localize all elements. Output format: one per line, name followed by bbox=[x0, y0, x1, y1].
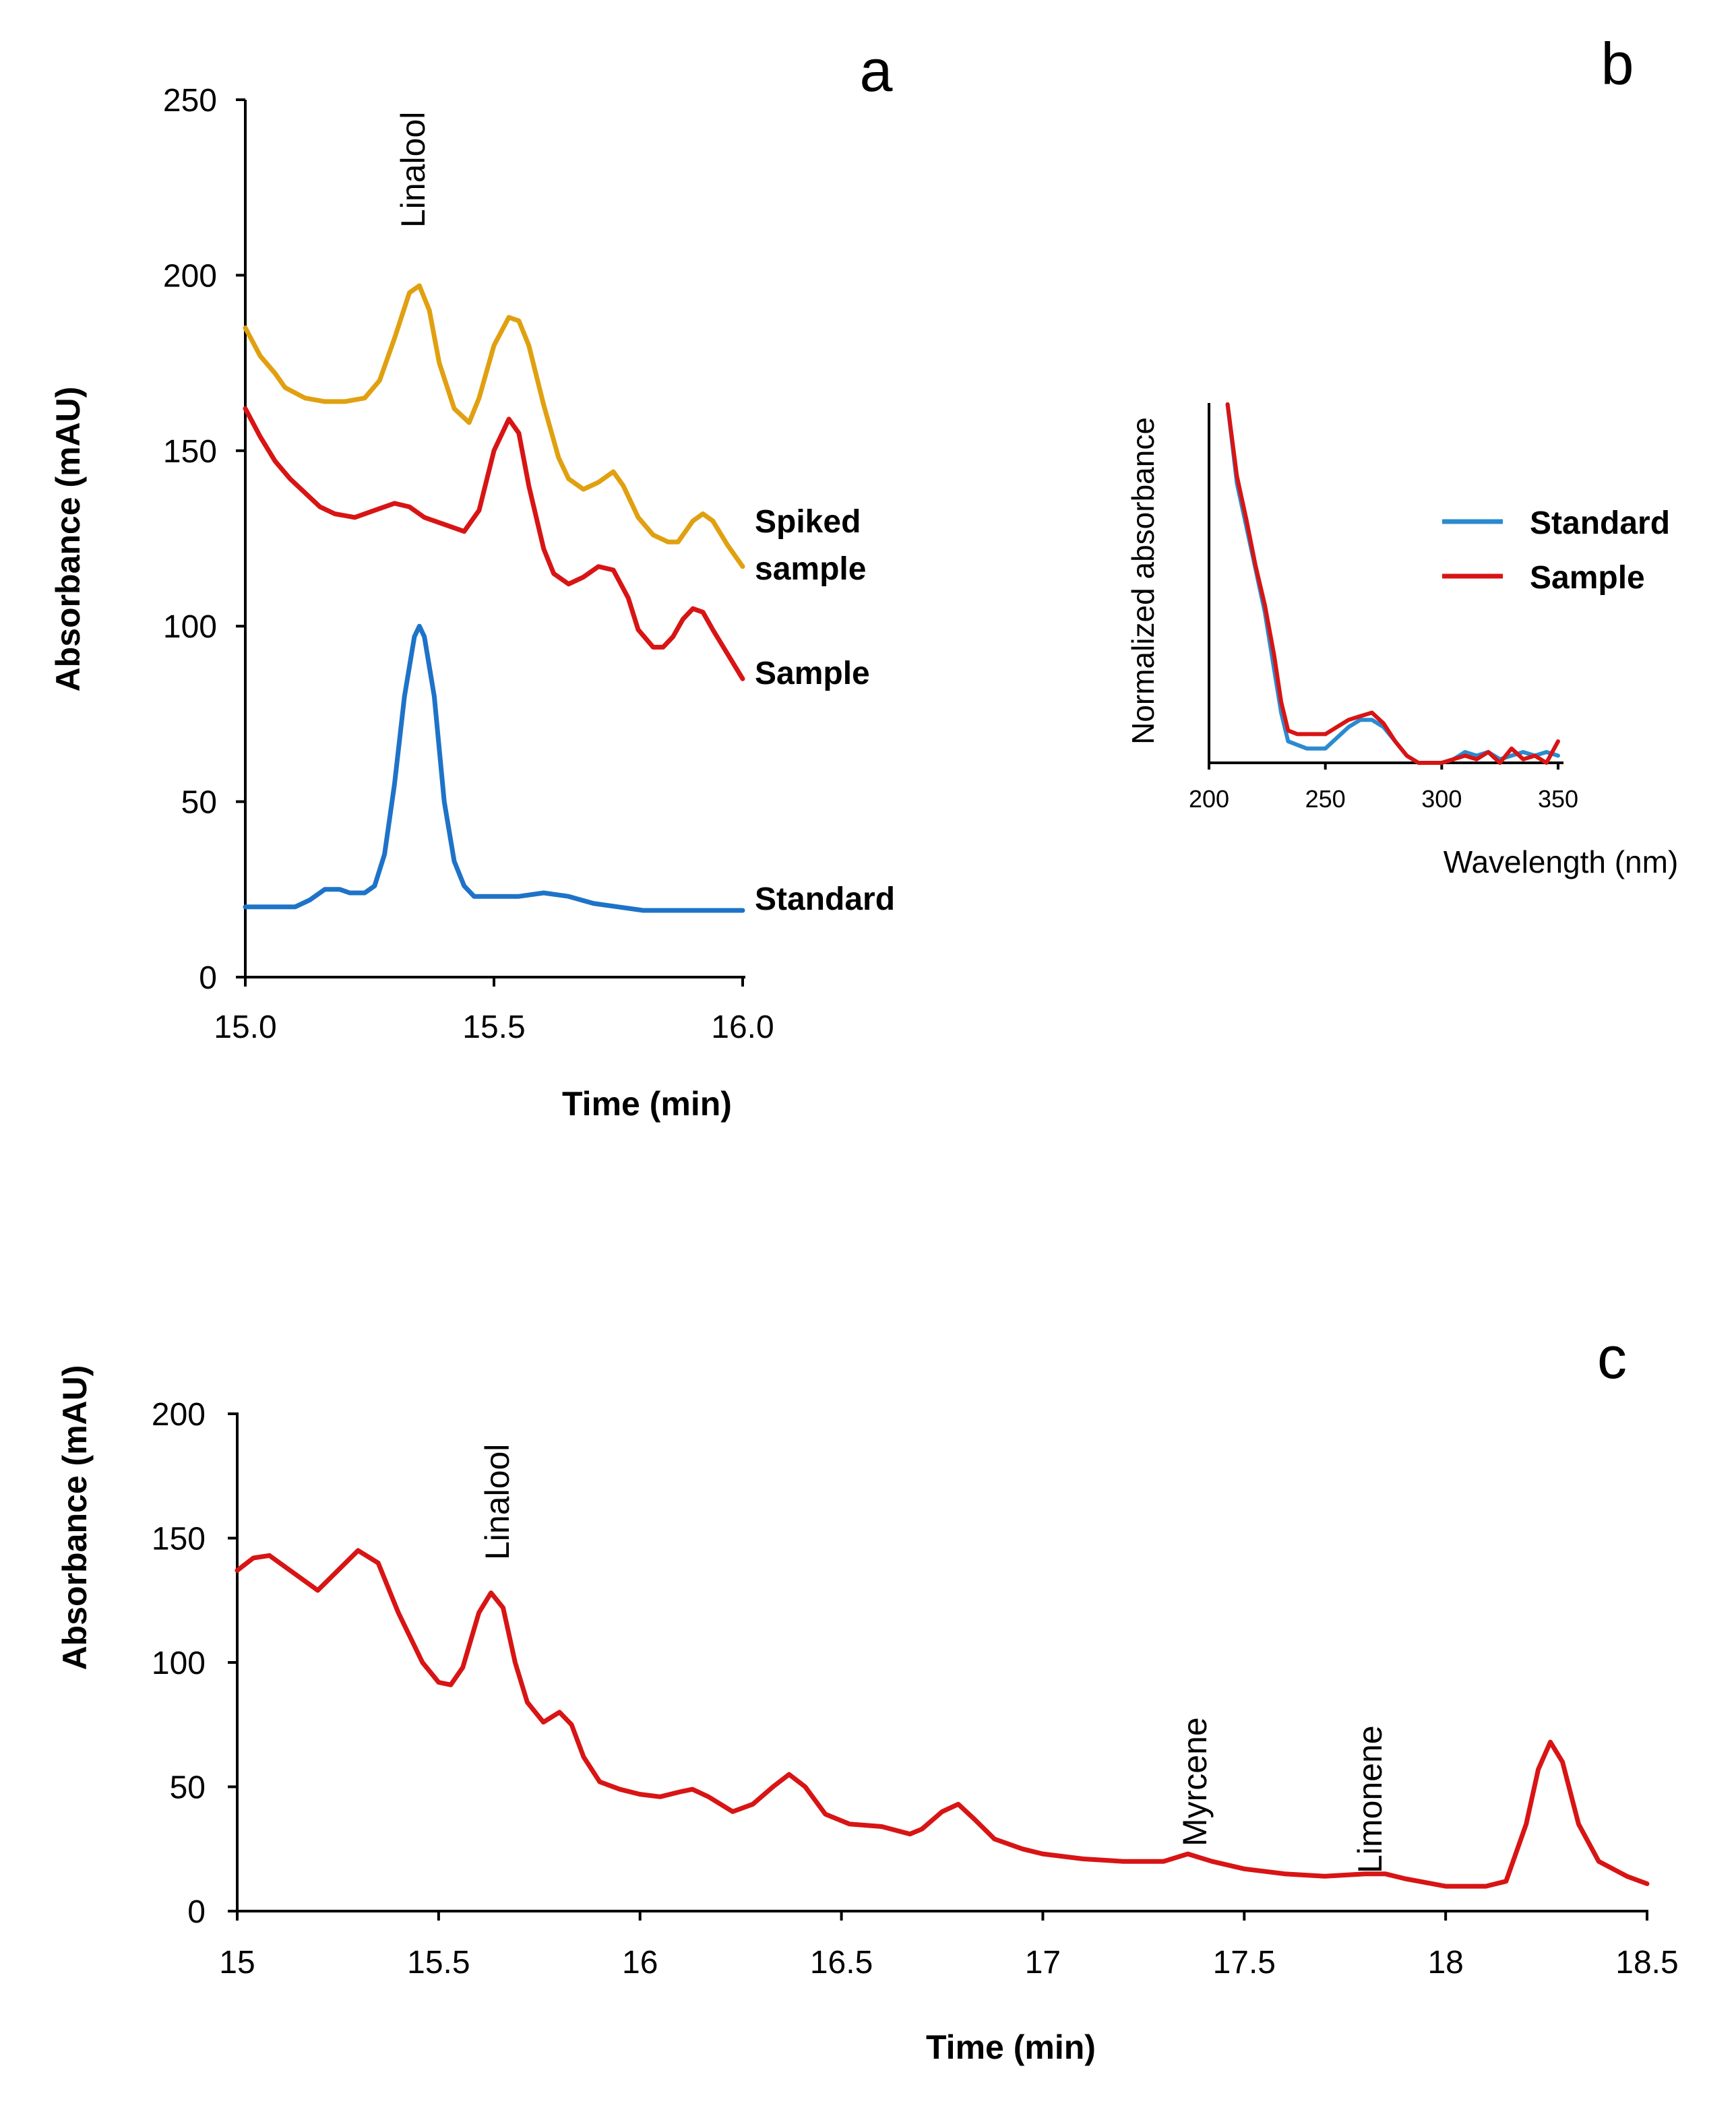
panel-a-series-standard-line bbox=[243, 623, 745, 913]
panel-c-ytick-label: 100 bbox=[152, 1646, 206, 1681]
panel-a-series-sample-line bbox=[243, 406, 745, 681]
panel-c-annotation-limonene: Limonene bbox=[1351, 1725, 1389, 1873]
panel-b-legend-standard: Standard bbox=[1530, 505, 1670, 541]
panel-c-xtick-label: 17.5 bbox=[1213, 1945, 1276, 1981]
panel-a-series-label-sample: Sample bbox=[755, 656, 870, 691]
panel-a-xtick-label: 15.0 bbox=[214, 1009, 276, 1045]
panel-a-letter: a bbox=[860, 37, 893, 104]
panel-a-annotation-linalool: Linalool bbox=[394, 112, 432, 228]
panel-b-x-axis-title: Wavelength (nm) bbox=[1444, 844, 1679, 879]
panel-c-ytick-label: 150 bbox=[152, 1522, 206, 1557]
panel-a-xtick-label: 16.0 bbox=[711, 1009, 774, 1045]
panel-b-series-standard-line bbox=[1225, 402, 1560, 765]
panel-b-xtick-label: 300 bbox=[1421, 785, 1462, 813]
panel-c-annotation-myrcene: Myrcene bbox=[1176, 1717, 1214, 1846]
panel-c-ytick-label: 200 bbox=[152, 1397, 206, 1433]
panel-c-ytick-label: 50 bbox=[170, 1770, 206, 1806]
panel-a-series-label-spiked-line2: sample bbox=[755, 551, 866, 587]
panel-c-x-axis-title: Time (min) bbox=[926, 2028, 1096, 2066]
panel-a-ytick-label: 200 bbox=[163, 258, 217, 294]
panel-b-xtick-label: 250 bbox=[1305, 785, 1346, 813]
panel-c-xtick-label: 15.5 bbox=[407, 1945, 470, 1981]
panel-c-xtick-label: 16 bbox=[622, 1945, 658, 1981]
panel-c-xtick-label: 17 bbox=[1025, 1945, 1061, 1981]
panel-c-xtick-label: 18.5 bbox=[1615, 1945, 1678, 1981]
panel-c-xtick-label: 18 bbox=[1427, 1945, 1463, 1981]
panel-a-ytick-label: 50 bbox=[181, 785, 217, 821]
panel-c-xtick-label: 16.5 bbox=[810, 1945, 873, 1981]
panel-c-ytick-label: 0 bbox=[187, 1894, 206, 1930]
panel-a-series-label-standard: Standard bbox=[755, 881, 895, 917]
panel-a-xtick-label: 15.5 bbox=[462, 1009, 525, 1045]
panel-c-annotation-linalool: Linalool bbox=[478, 1444, 516, 1560]
panel-a-y-axis-title: Absorbance (mAU) bbox=[49, 387, 87, 692]
panel-b-chart: b 200 250 300 350 Normalized absorbance Wav… bbox=[1125, 30, 1678, 879]
panel-a-ytick-label: 250 bbox=[163, 83, 217, 119]
panel-c-letter: c bbox=[1597, 1324, 1627, 1391]
panel-c-y-axis-title: Absorbance (mAU) bbox=[56, 1365, 94, 1671]
panel-a-ytick-label: 100 bbox=[163, 609, 217, 645]
panel-b-xtick-label: 200 bbox=[1189, 785, 1229, 813]
panel-c-series-sample-line bbox=[235, 1548, 1650, 1889]
panel-a-ytick-label: 0 bbox=[199, 960, 217, 996]
panel-b-y-axis-title: Normalized absorbance bbox=[1125, 417, 1160, 745]
panel-c-xtick-label: 15 bbox=[219, 1945, 255, 1981]
panel-a-series-spiked-sample-line bbox=[243, 283, 745, 569]
panel-b-series-sample-line bbox=[1225, 402, 1560, 765]
panel-b-letter: b bbox=[1601, 30, 1634, 97]
panel-b-xtick-label: 350 bbox=[1538, 785, 1578, 813]
panel-a-x-axis-title: Time (min) bbox=[562, 1085, 732, 1123]
panel-a-series-label-spiked-line1: Spiked bbox=[755, 504, 861, 540]
panel-a-ytick-label: 150 bbox=[163, 434, 217, 470]
panel-b-legend-sample: Sample bbox=[1530, 560, 1645, 596]
